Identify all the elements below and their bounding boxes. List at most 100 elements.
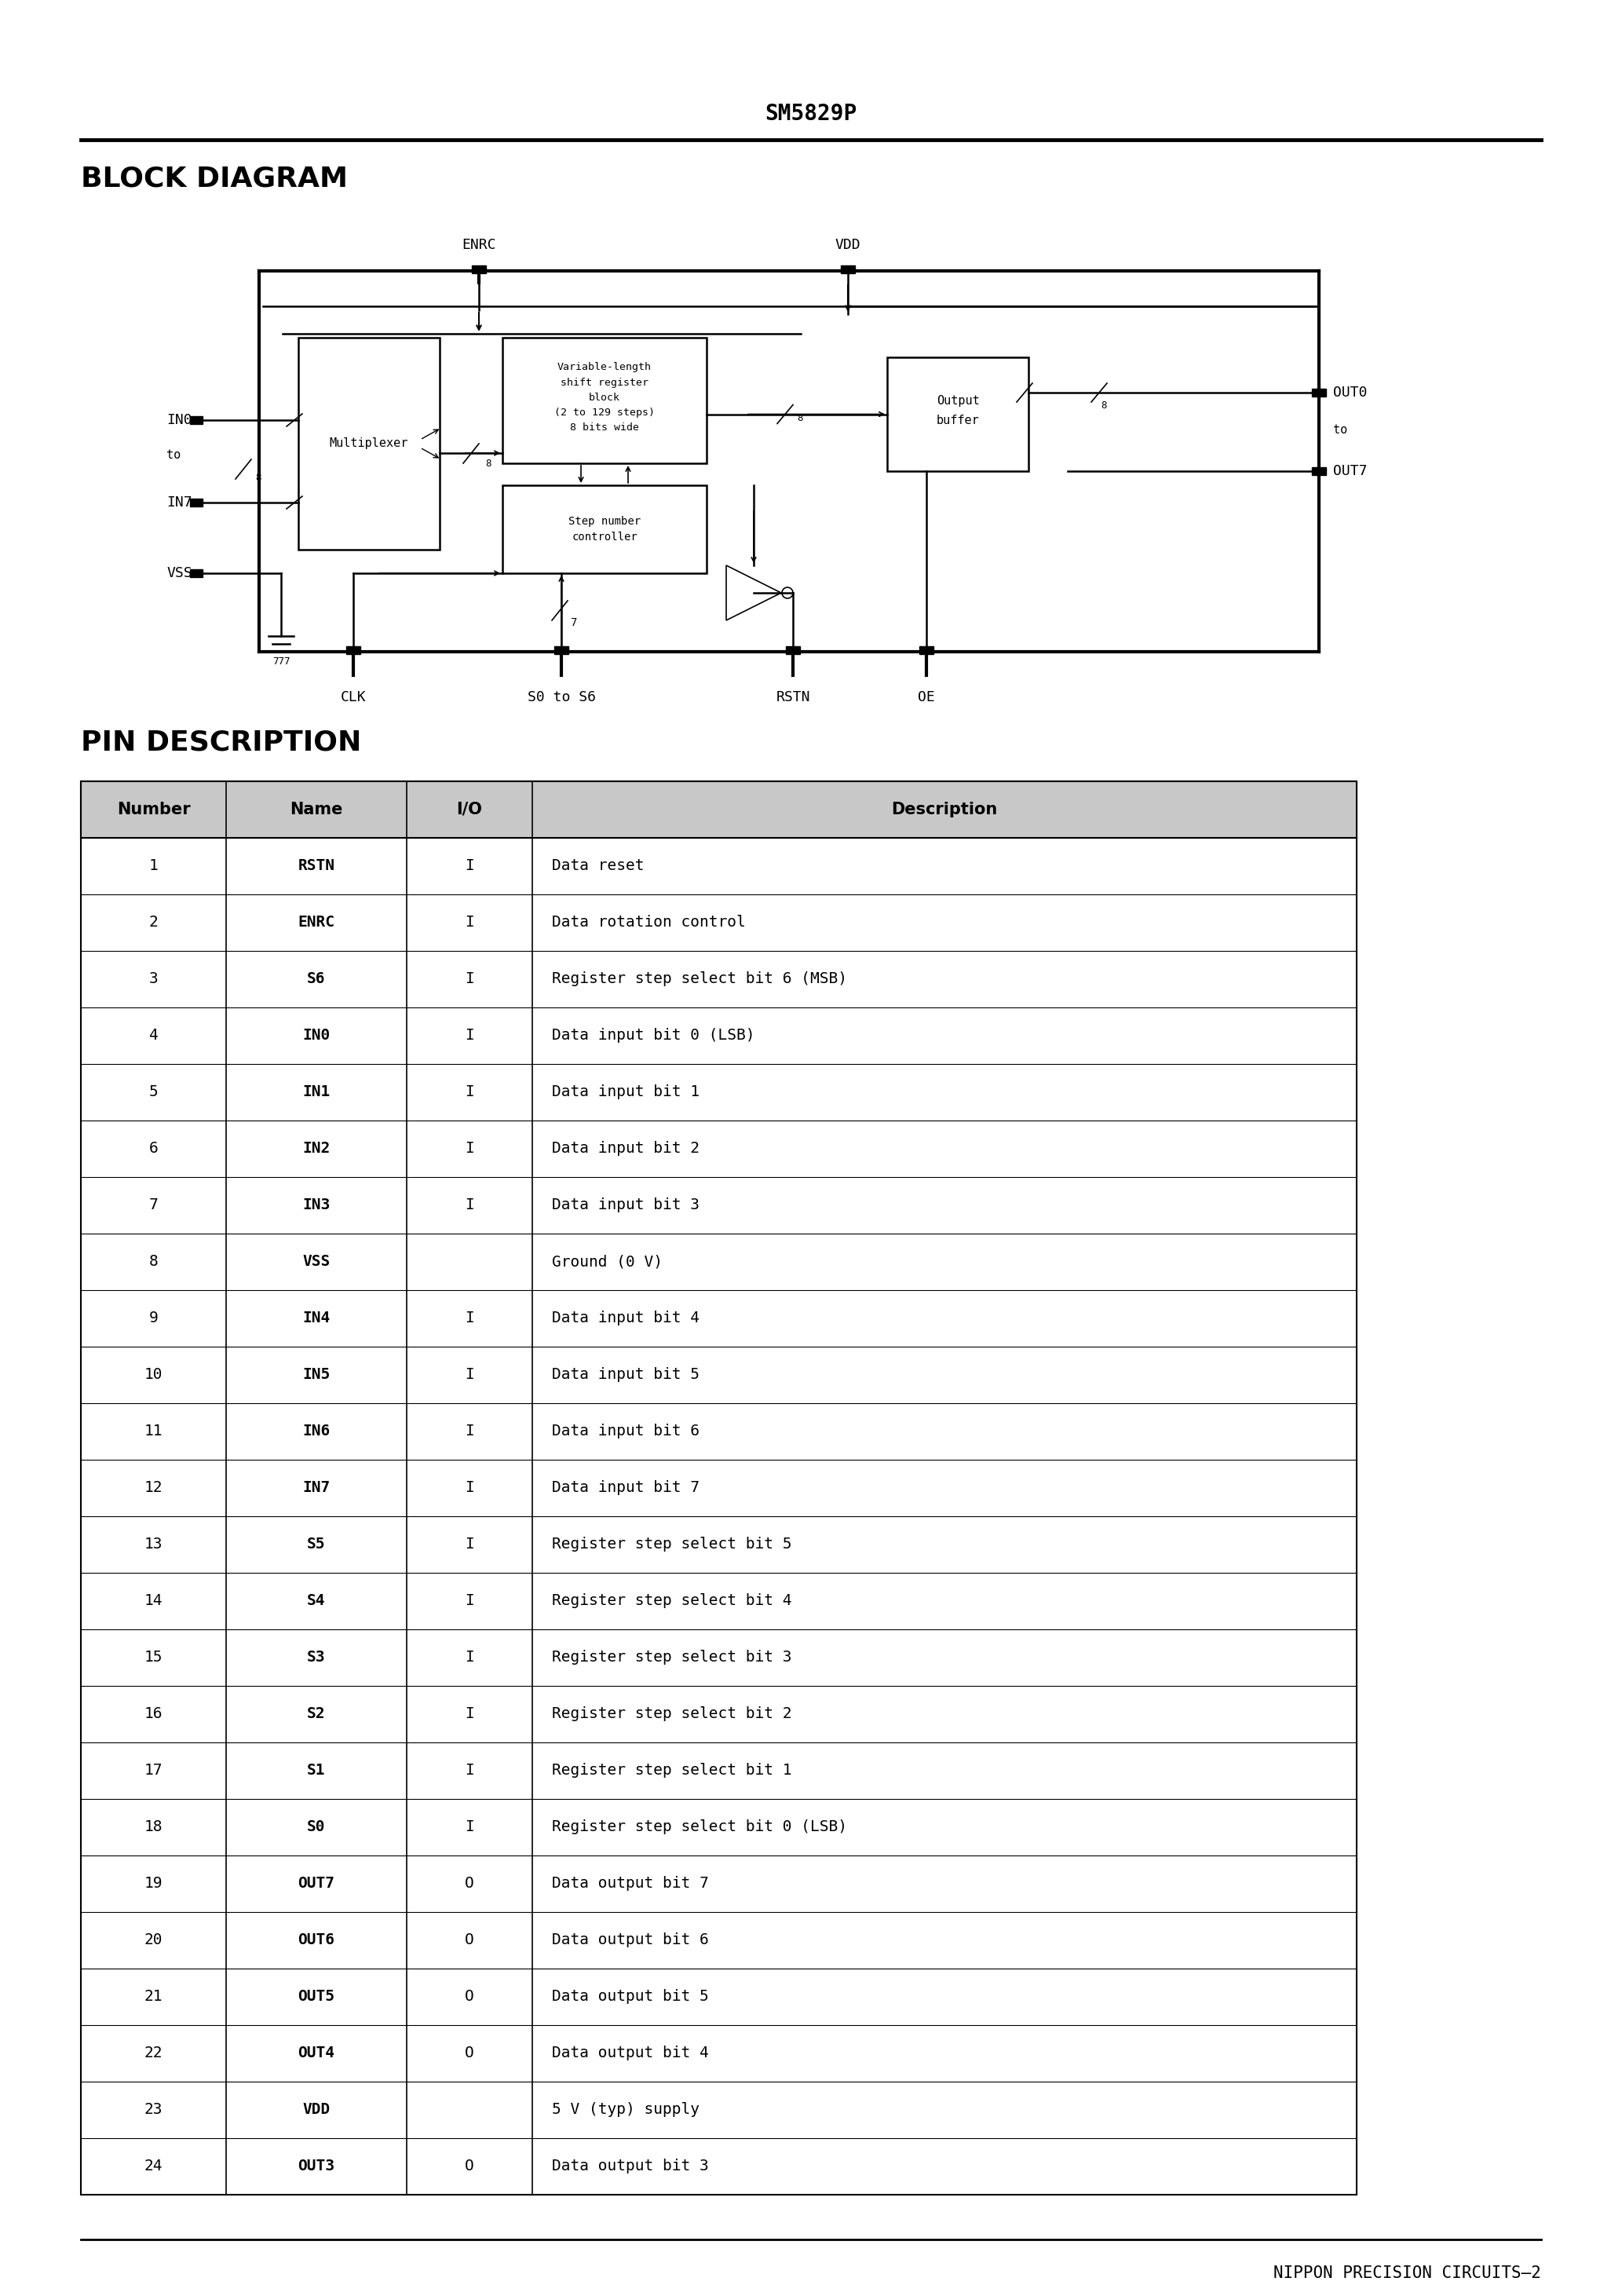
Text: 16: 16	[144, 1706, 162, 1722]
Text: BLOCK DIAGRAM: BLOCK DIAGRAM	[81, 165, 347, 193]
Text: 5: 5	[149, 1084, 157, 1100]
Text: CLK: CLK	[341, 691, 367, 705]
Text: I: I	[466, 1481, 474, 1495]
Text: Data input bit 0 (LSB): Data input bit 0 (LSB)	[551, 1029, 754, 1042]
Bar	[190, 416, 203, 425]
Text: 14: 14	[144, 1593, 162, 1609]
Text: Data input bit 2: Data input bit 2	[551, 1141, 699, 1157]
Text: Register step select bit 3: Register step select bit 3	[551, 1651, 792, 1665]
Text: 12: 12	[144, 1481, 162, 1495]
Text: I: I	[466, 1199, 474, 1212]
Text: I: I	[466, 1368, 474, 1382]
Text: 22: 22	[144, 2046, 162, 2062]
Bar	[555, 645, 568, 654]
Text: ENRC: ENRC	[298, 916, 334, 930]
Bar	[887, 358, 1028, 471]
Text: O: O	[466, 1988, 474, 2004]
Text: I: I	[466, 1141, 474, 1157]
Text: buffer: buffer	[936, 413, 980, 427]
Text: 8: 8	[255, 473, 261, 482]
Text: Step number: Step number	[568, 517, 641, 526]
Text: IN5: IN5	[303, 1368, 331, 1382]
Text: shift register: shift register	[561, 377, 649, 388]
Text: S6: S6	[307, 971, 326, 987]
Text: to: to	[165, 450, 180, 461]
Text: Multiplexer: Multiplexer	[329, 439, 409, 450]
Text: I: I	[466, 916, 474, 930]
Text: Data input bit 6: Data input bit 6	[551, 1424, 699, 1440]
Text: RSTN: RSTN	[298, 859, 334, 872]
Text: 19: 19	[144, 1876, 162, 1892]
Text: VSS: VSS	[303, 1254, 331, 1270]
Text: OUT7: OUT7	[298, 1876, 334, 1892]
Bar	[840, 266, 855, 273]
Text: Data input bit 7: Data input bit 7	[551, 1481, 699, 1495]
Polygon shape	[727, 565, 782, 620]
Text: S4: S4	[307, 1593, 326, 1609]
Text: 2: 2	[149, 916, 157, 930]
Bar	[81, 781, 1356, 2195]
Text: 17: 17	[144, 1763, 162, 1777]
Text: Register step select bit 2: Register step select bit 2	[551, 1706, 792, 1722]
Text: Data reset: Data reset	[551, 859, 644, 872]
Text: 15: 15	[144, 1651, 162, 1665]
Text: IN6: IN6	[303, 1424, 331, 1440]
Text: ENRC: ENRC	[462, 239, 496, 253]
Text: 23: 23	[144, 2103, 162, 2117]
Text: Data input bit 1: Data input bit 1	[551, 1084, 699, 1100]
Text: I: I	[466, 1084, 474, 1100]
Text: IN0: IN0	[167, 413, 193, 427]
Text: Ground (0 V): Ground (0 V)	[551, 1254, 663, 1270]
Text: Output: Output	[936, 395, 980, 406]
Text: Data input bit 5: Data input bit 5	[551, 1368, 699, 1382]
Text: Register step select bit 6 (MSB): Register step select bit 6 (MSB)	[551, 971, 847, 987]
Bar	[787, 645, 800, 654]
Text: Variable-length: Variable-length	[558, 363, 652, 372]
Text: Data input bit 4: Data input bit 4	[551, 1311, 699, 1325]
Text: block: block	[589, 393, 620, 402]
Text: SM5829P: SM5829P	[766, 103, 856, 124]
Text: Number: Number	[117, 801, 190, 817]
Text: IN0: IN0	[303, 1029, 331, 1042]
Text: 8 bits wide: 8 bits wide	[569, 422, 639, 432]
Text: S1: S1	[307, 1763, 326, 1777]
Text: 5 V (typ) supply: 5 V (typ) supply	[551, 2103, 699, 2117]
Text: 21: 21	[144, 1988, 162, 2004]
Text: I: I	[466, 859, 474, 872]
Text: 13: 13	[144, 1536, 162, 1552]
Text: 8: 8	[149, 1254, 157, 1270]
Text: 10: 10	[144, 1368, 162, 1382]
Bar	[81, 781, 1356, 838]
Bar	[503, 484, 707, 574]
Text: I: I	[466, 971, 474, 987]
Text: 4: 4	[149, 1029, 157, 1042]
Text: OUT6: OUT6	[298, 1933, 334, 1947]
Text: Name: Name	[290, 801, 342, 817]
Text: Data output bit 4: Data output bit 4	[551, 2046, 709, 2062]
Text: Register step select bit 5: Register step select bit 5	[551, 1536, 792, 1552]
Text: 7: 7	[571, 618, 577, 629]
Text: IN1: IN1	[303, 1084, 331, 1100]
Text: OUT3: OUT3	[298, 2158, 334, 2174]
Text: S0: S0	[307, 1821, 326, 1835]
Text: OUT4: OUT4	[298, 2046, 334, 2062]
Text: 20: 20	[144, 1933, 162, 1947]
Text: IN7: IN7	[167, 496, 193, 510]
Bar	[190, 498, 203, 507]
Text: NIPPON PRECISION CIRCUITS—2: NIPPON PRECISION CIRCUITS—2	[1273, 2266, 1541, 2282]
Text: I: I	[466, 1821, 474, 1835]
Text: 6: 6	[149, 1141, 157, 1157]
Text: Data rotation control: Data rotation control	[551, 916, 746, 930]
Text: Data output bit 3: Data output bit 3	[551, 2158, 709, 2174]
Text: OUT0: OUT0	[1333, 386, 1367, 400]
Text: 8: 8	[485, 459, 491, 468]
Text: S2: S2	[307, 1706, 326, 1722]
Text: to: to	[1333, 425, 1348, 436]
Text: 1: 1	[149, 859, 157, 872]
Text: 777: 777	[272, 657, 290, 668]
Text: RSTN: RSTN	[775, 691, 809, 705]
Bar	[190, 569, 203, 576]
Text: Register step select bit 0 (LSB): Register step select bit 0 (LSB)	[551, 1821, 847, 1835]
Text: 18: 18	[144, 1821, 162, 1835]
Text: Data output bit 5: Data output bit 5	[551, 1988, 709, 2004]
